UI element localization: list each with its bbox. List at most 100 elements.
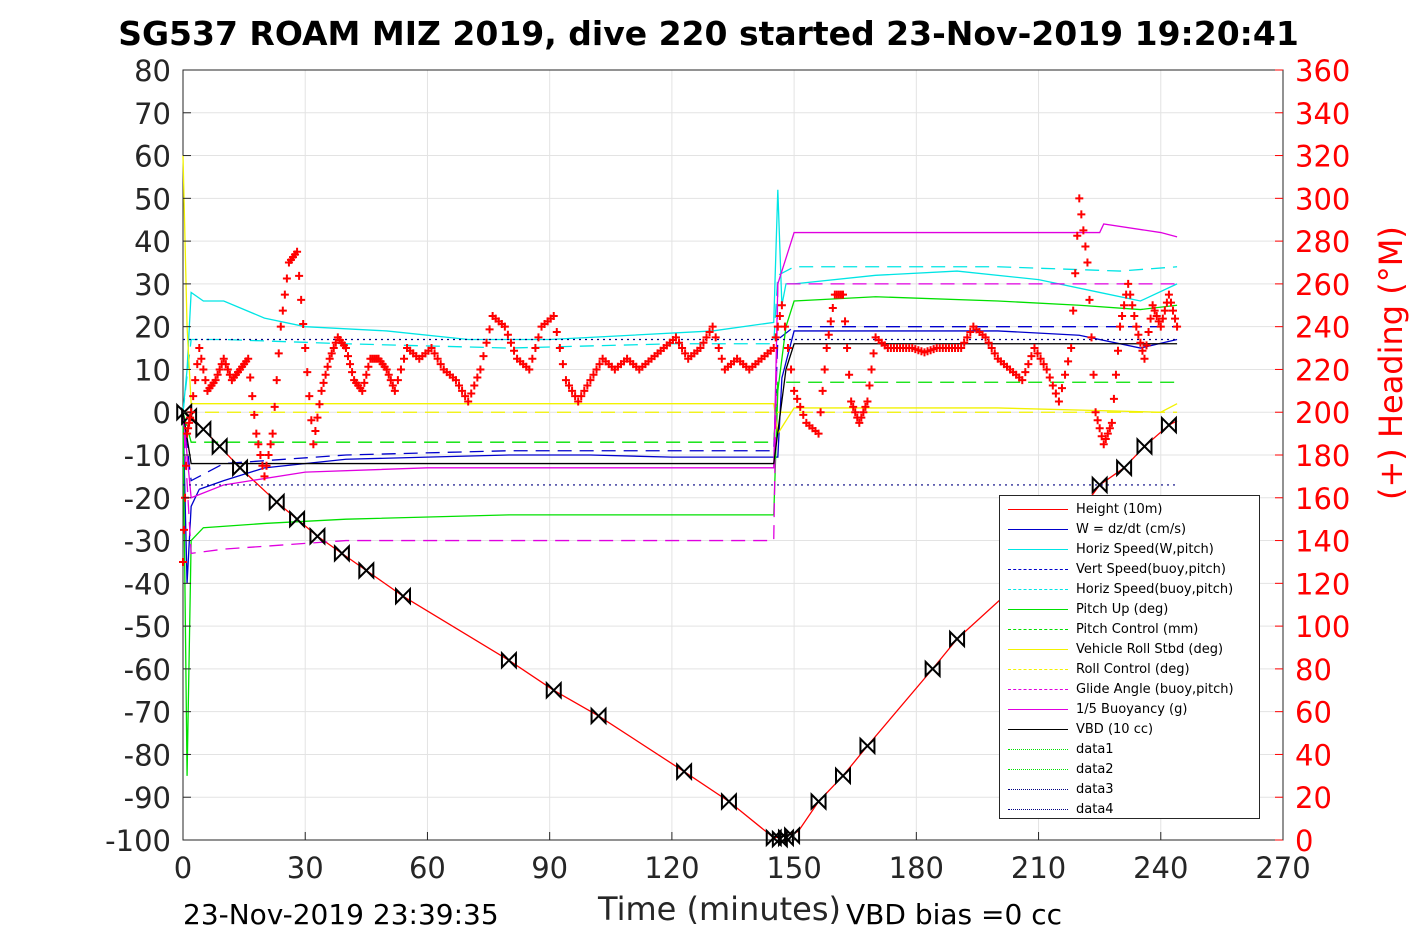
legend-swatch: [1008, 689, 1068, 690]
heading-marker: [193, 360, 202, 369]
heading-marker: [386, 376, 395, 385]
y-right-tick-label: 280: [1295, 225, 1350, 259]
heading-marker: [260, 472, 269, 481]
heading-marker: [329, 344, 338, 353]
heading-marker: [565, 381, 574, 390]
y-tick-label: 70: [134, 97, 171, 131]
waypoint-marker: [949, 629, 966, 649]
heading-marker: [325, 354, 334, 363]
y-right-tick-label: 40: [1295, 738, 1332, 772]
heading-marker: [1105, 424, 1114, 433]
heading-marker: [1103, 429, 1112, 438]
y-right-tick-label: 100: [1295, 610, 1350, 644]
series-line-2: [182, 189, 1178, 413]
heading-marker: [841, 317, 850, 326]
heading-marker: [199, 365, 208, 374]
heading-marker: [826, 317, 835, 326]
heading-layer: [179, 194, 1182, 566]
heading-marker: [867, 365, 876, 374]
heading-marker: [297, 295, 306, 304]
heading-marker: [586, 376, 595, 385]
heading-marker: [1109, 394, 1118, 403]
legend-swatch: [1008, 569, 1068, 570]
x-tick-label: 270: [1255, 851, 1310, 885]
heading-marker: [436, 360, 445, 369]
heading-marker: [1166, 298, 1175, 307]
legend-entry: VBD (10 cc): [1000, 720, 1261, 740]
heading-marker: [1130, 311, 1139, 320]
heading-marker: [1144, 328, 1153, 337]
heading-marker: [295, 271, 304, 280]
y-tick-label: 60: [134, 140, 171, 174]
heading-marker: [458, 386, 467, 395]
heading-marker: [183, 429, 192, 438]
heading-marker: [400, 354, 409, 363]
heading-marker: [828, 303, 837, 312]
heading-marker: [784, 344, 792, 353]
y-axis-left: 80 70 60 50 40 30 20 10 0 -10 -20 -30 -40 -50 -60 -70 -8…: [105, 54, 191, 858]
heading-marker: [1024, 360, 1033, 369]
heading-marker: [1156, 322, 1165, 331]
legend-label: Roll Control (deg): [1076, 662, 1190, 677]
heading-marker: [1148, 301, 1157, 310]
heading-marker: [185, 418, 194, 427]
heading-marker: [865, 381, 874, 390]
heading-marker: [341, 344, 350, 353]
heading-marker: [696, 344, 705, 353]
waypoint-marker: [333, 543, 350, 563]
heading-marker: [1142, 341, 1151, 350]
x-tick-label: 120: [644, 851, 699, 885]
heading-marker: [1164, 290, 1173, 299]
heading-marker: [863, 397, 872, 406]
heading-marker: [197, 354, 206, 363]
heading-marker: [1077, 210, 1086, 219]
heading-marker: [1039, 360, 1048, 369]
waypoint-marker: [1091, 475, 1108, 495]
heading-marker: [1048, 381, 1057, 390]
heading-marker: [211, 376, 220, 385]
heading-marker: [301, 344, 310, 353]
heading-marker: [503, 330, 512, 339]
legend-label: Pitch Control (mm): [1076, 622, 1199, 637]
heading-marker: [179, 557, 187, 566]
heading-marker: [1073, 231, 1082, 240]
x-tick-label: 90: [531, 851, 568, 885]
heading-marker: [1169, 306, 1177, 315]
legend-swatch: [1008, 609, 1068, 610]
heading-marker: [549, 311, 558, 320]
waypoint-layer: [176, 402, 1177, 849]
heading-marker: [847, 397, 856, 406]
y-tick-label: 0: [153, 396, 171, 430]
heading-marker: [1085, 295, 1094, 304]
heading-marker: [482, 338, 491, 347]
y-tick-label: -90: [124, 781, 171, 815]
heading-marker: [307, 416, 316, 425]
y-tick-label: 10: [134, 353, 171, 387]
heading-marker: [1101, 434, 1110, 443]
heading-marker: [583, 381, 592, 390]
waypoint-marker: [590, 706, 607, 726]
series-line-9: [182, 283, 1178, 555]
waypoint-marker: [195, 419, 212, 439]
legend-entry: W = dz/dt (cm/s): [1000, 520, 1261, 540]
heading-marker: [1099, 440, 1108, 449]
heading-marker: [1132, 322, 1141, 331]
heading-marker: [787, 365, 796, 374]
heading-marker: [248, 392, 257, 401]
heading-marker: [1095, 424, 1104, 433]
y-axis-right-label: (+) Heading (°M): [1372, 226, 1410, 500]
heading-marker: [981, 333, 990, 342]
heading-marker: [362, 370, 371, 379]
heading-marker: [317, 386, 326, 395]
heading-marker: [278, 306, 287, 315]
heading-marker: [589, 370, 598, 379]
legend-entry: Horiz Speed(W,pitch): [1000, 540, 1261, 560]
heading-marker: [1097, 432, 1106, 441]
heading-marker: [1067, 344, 1076, 353]
y-tick-label: 30: [134, 268, 171, 302]
heading-marker: [1051, 389, 1060, 398]
heading-marker: [814, 429, 823, 438]
heading-marker: [869, 349, 878, 358]
legend-swatch: [1008, 629, 1068, 630]
heading-marker: [1124, 279, 1133, 288]
